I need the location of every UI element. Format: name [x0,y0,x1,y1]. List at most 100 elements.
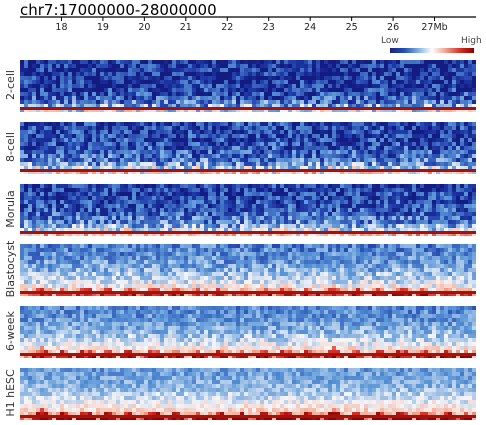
heatmap-cell [84,188,88,192]
heatmap-cell [444,84,448,88]
heatmap-cell [444,252,448,256]
heatmap-cell [144,192,148,196]
heatmap-cell [176,212,180,216]
heatmap-cell [416,84,420,88]
heatmap-cell [88,256,92,260]
heatmap-cell [240,192,244,196]
heatmap-cell [184,220,188,224]
heatmap-cell [116,256,120,260]
heatmap-cell [180,252,184,256]
heatmap-cell [44,76,48,80]
heatmap-cell [152,224,156,228]
heatmap-cell [108,212,112,216]
heatmap-cell [160,260,164,264]
heatmap-cell [284,122,288,126]
heatmap-cell [24,252,28,256]
heatmap-cell [360,138,364,142]
heatmap-cell [32,72,36,76]
heatmap-cell [140,252,144,256]
heatmap-cell [408,192,412,196]
heatmap-cell [120,204,124,208]
heatmap-cell [432,200,436,204]
heatmap-cell [388,188,392,192]
heatmap-cell [172,196,176,200]
heatmap-cell [232,142,236,146]
heatmap-cell [204,150,208,154]
heatmap-cell [32,92,36,96]
heatmap-cell [444,104,448,108]
heatmap-cell [268,146,272,150]
heatmap-cell [184,166,188,170]
heatmap-cell [160,76,164,80]
heatmap-cell [292,154,296,158]
heatmap-cell [456,96,460,100]
heatmap-cell [188,126,192,130]
heatmap-cell [288,96,292,100]
heatmap-cell [252,220,256,224]
heatmap-cell [188,104,192,108]
heatmap-cell [144,126,148,130]
heatmap-cell [244,256,248,260]
heatmap-cell [264,216,268,220]
heatmap-cell [448,104,452,108]
heatmap-cell [96,196,100,200]
heatmap-cell [112,84,116,88]
heatmap-cell [208,104,212,108]
heatmap-cell [44,196,48,200]
heatmap-cell [172,72,176,76]
heatmap-cell [224,96,228,100]
heatmap-cell [144,162,148,166]
heatmap-cell [472,92,476,96]
heatmap-cell [140,60,144,64]
heatmap-cell [424,84,428,88]
heatmap-cell [288,216,292,220]
heatmap-cell [428,224,432,228]
heatmap-cell [316,76,320,80]
heatmap-cell [216,150,220,154]
heatmap-cell [432,224,436,228]
heatmap-cell [260,228,264,232]
heatmap-cell [132,92,136,96]
heatmap-cell [240,134,244,138]
heatmap-cell [200,154,204,158]
heatmap-cell [104,228,108,232]
heatmap-cell [372,80,376,84]
heatmap-cell [392,88,396,92]
heatmap-cell [384,68,388,72]
heatmap-cell [96,134,100,138]
heatmap-cell [96,60,100,64]
heatmap-cell [120,84,124,88]
heatmap-cell [132,68,136,72]
heatmap-cell [168,256,172,260]
heatmap-cell [172,104,176,108]
heatmap-cell [428,68,432,72]
heatmap-cell [176,142,180,146]
heatmap-cell [132,252,136,256]
heatmap-cell [124,252,128,256]
heatmap-cell [332,158,336,162]
heatmap-cell [440,212,444,216]
heatmap-cell [464,126,468,130]
heatmap-cell [424,146,428,150]
heatmap-cell [20,256,24,260]
heatmap-cell [276,220,280,224]
heatmap-cell [260,158,264,162]
heatmap-cell [240,88,244,92]
heatmap-cell [396,252,400,256]
heatmap-cell [220,68,224,72]
heatmap-cell [388,208,392,212]
heatmap-cell [112,158,116,162]
heatmap-cell [408,100,412,104]
heatmap-cell [60,188,64,192]
heatmap-cell [332,84,336,88]
heatmap-cell [164,142,168,146]
heatmap-cell [380,248,384,252]
heatmap-cell [36,92,40,96]
heatmap-cell [52,162,56,166]
heatmap-cell [284,60,288,64]
heatmap-cell [92,204,96,208]
heatmap-cell [420,192,424,196]
heatmap-cell [260,146,264,150]
heatmap-cell [388,100,392,104]
heatmap-panel: Morula [4,184,476,236]
